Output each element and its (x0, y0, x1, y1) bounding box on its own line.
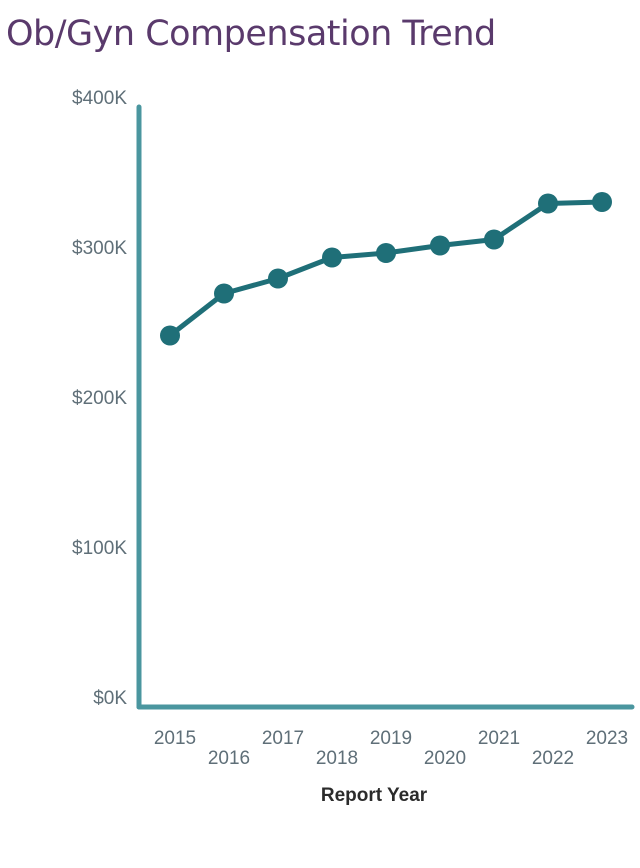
chart-title: Ob/Gyn Compensation Trend (6, 14, 496, 54)
x-tick-label: 2016 (208, 748, 250, 769)
x-tick-label: 2023 (586, 728, 628, 749)
y-tick-label: $300K (72, 238, 127, 259)
y-tick-label: $0K (93, 688, 127, 709)
x-tick-label: 2021 (478, 728, 520, 749)
y-tick-label: $200K (72, 388, 127, 409)
data-point-2018[interactable] (322, 247, 342, 268)
data-point-2021[interactable] (484, 229, 504, 250)
data-point-2023[interactable] (592, 192, 612, 212)
x-tick-label: 2020 (424, 748, 466, 769)
data-point-2016[interactable] (214, 283, 234, 304)
data-point-2022[interactable] (538, 193, 558, 214)
x-tick-label: 2018 (316, 748, 358, 769)
series-line (168, 199, 603, 338)
data-point-2020[interactable] (430, 235, 450, 256)
x-tick-label: 2022 (532, 748, 574, 769)
y-tick-label: $100K (72, 538, 127, 559)
data-point-2017[interactable] (268, 268, 288, 289)
data-point-2015[interactable] (160, 325, 180, 346)
y-tick-label: $400K (72, 88, 127, 109)
x-tick-label: 2019 (370, 728, 412, 749)
x-tick-label: 2017 (262, 728, 304, 749)
x-axis-label: Report Year (321, 785, 428, 806)
data-point-2019[interactable] (376, 243, 396, 263)
x-tick-label: 2015 (154, 728, 196, 749)
